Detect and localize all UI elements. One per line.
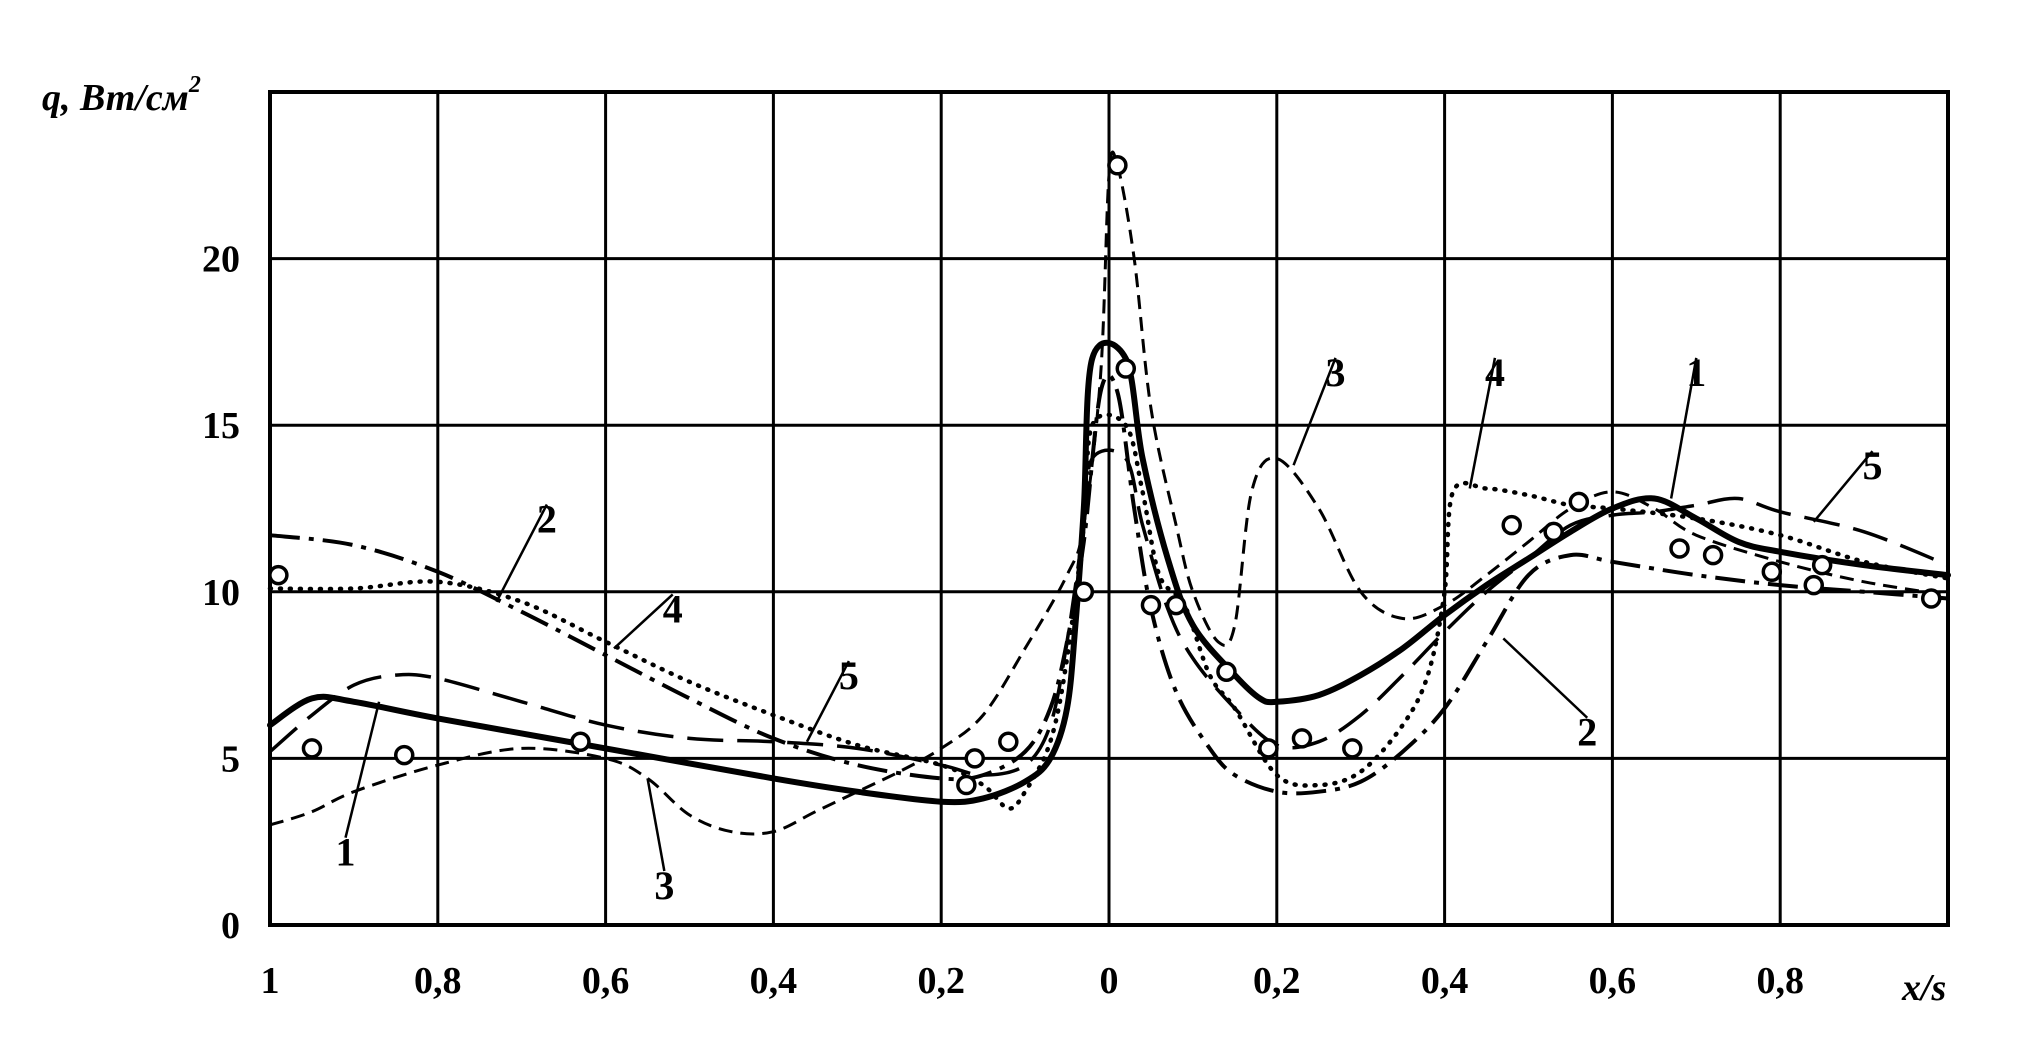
x-tick-label: 0,6 <box>582 960 630 1002</box>
curve-label: 5 <box>839 653 859 698</box>
x-tick-label: 0,6 <box>1589 960 1637 1002</box>
x-tick-label: 1 <box>261 960 280 1002</box>
data-marker <box>1107 155 1128 176</box>
curve-label: 2 <box>537 496 557 541</box>
data-marker <box>1568 491 1590 513</box>
x-tick-label: 0,4 <box>1421 960 1469 1002</box>
curve-label: 2 <box>1577 710 1597 755</box>
data-marker <box>1811 554 1833 576</box>
y-tick-label: 10 <box>202 572 240 614</box>
data-marker <box>1501 514 1522 536</box>
data-marker <box>1115 358 1137 379</box>
curve-label: 5 <box>1862 443 1882 488</box>
annotation-leader-line <box>1812 450 1874 523</box>
annotation-group: 1 2 3 4 5 3 4 1 2 5 <box>336 350 1883 908</box>
annotation-leader-line <box>805 660 851 743</box>
annotation-leader-line <box>495 503 548 603</box>
marker-group <box>268 155 1942 796</box>
y-tick-label: 20 <box>202 239 240 281</box>
x-tick-label: 0,4 <box>750 960 798 1002</box>
annotation-leader-line <box>1669 357 1698 499</box>
data-marker <box>1669 538 1690 559</box>
y-axis-label-superscript: 2 <box>188 72 201 98</box>
data-marker <box>268 564 289 586</box>
annotation-leader-line <box>1502 637 1589 719</box>
y-tick-label: 5 <box>221 738 240 780</box>
series-group <box>267 150 1951 836</box>
x-tick-label: 0,8 <box>414 960 462 1002</box>
annotation-leader-line <box>613 593 674 650</box>
curve-label: 4 <box>1485 350 1505 395</box>
data-marker <box>301 738 323 759</box>
data-marker <box>1073 581 1095 603</box>
annotation-leader-line <box>344 701 381 838</box>
curve-label: 4 <box>663 586 683 631</box>
data-marker <box>1342 738 1363 759</box>
y-axis-label-text: q, Вт/см <box>42 77 189 119</box>
curve-label: 3 <box>1326 350 1346 395</box>
curve-label: 1 <box>336 830 356 875</box>
data-marker <box>1140 594 1162 616</box>
data-marker <box>1291 728 1313 749</box>
data-marker <box>1543 521 1564 543</box>
annotation-leader-line <box>1468 357 1497 489</box>
series-line-4-dotted <box>267 412 1951 811</box>
curve-label: 3 <box>654 863 674 908</box>
data-marker <box>1702 544 1724 566</box>
y-tick-label: 15 <box>202 405 240 447</box>
x-tick-label: 0,8 <box>1756 960 1804 1002</box>
series-line-3-short-dash <box>269 150 1949 836</box>
data-marker <box>1216 661 1237 683</box>
data-marker <box>956 774 977 796</box>
data-marker <box>1803 574 1825 596</box>
data-marker <box>1920 588 1942 609</box>
x-tick-label: 0,2 <box>917 960 965 1002</box>
series-line-5-long-dash <box>268 448 1949 777</box>
y-tick-label: 0 <box>221 905 240 947</box>
annotation-leader-line <box>1292 357 1337 466</box>
data-marker <box>393 744 415 766</box>
x-tick-label: 0 <box>1100 960 1119 1002</box>
plot-border <box>268 90 1950 927</box>
data-marker <box>570 731 591 752</box>
data-marker <box>964 748 986 769</box>
curve-label: 1 <box>1686 350 1706 395</box>
data-marker <box>998 731 1019 752</box>
plot-frame <box>268 90 1950 927</box>
y-axis-label: q, Вт/см2 <box>42 72 201 119</box>
data-marker <box>1258 738 1279 759</box>
grid <box>270 92 1948 925</box>
x-axis-label: x/s <box>1901 967 1946 1009</box>
x-tick-label: 0,2 <box>1253 960 1301 1002</box>
data-marker <box>1761 561 1783 583</box>
series-line-2-dash-dot <box>269 373 1949 796</box>
data-marker <box>1165 594 1187 616</box>
annotation-leader-line <box>646 778 666 872</box>
